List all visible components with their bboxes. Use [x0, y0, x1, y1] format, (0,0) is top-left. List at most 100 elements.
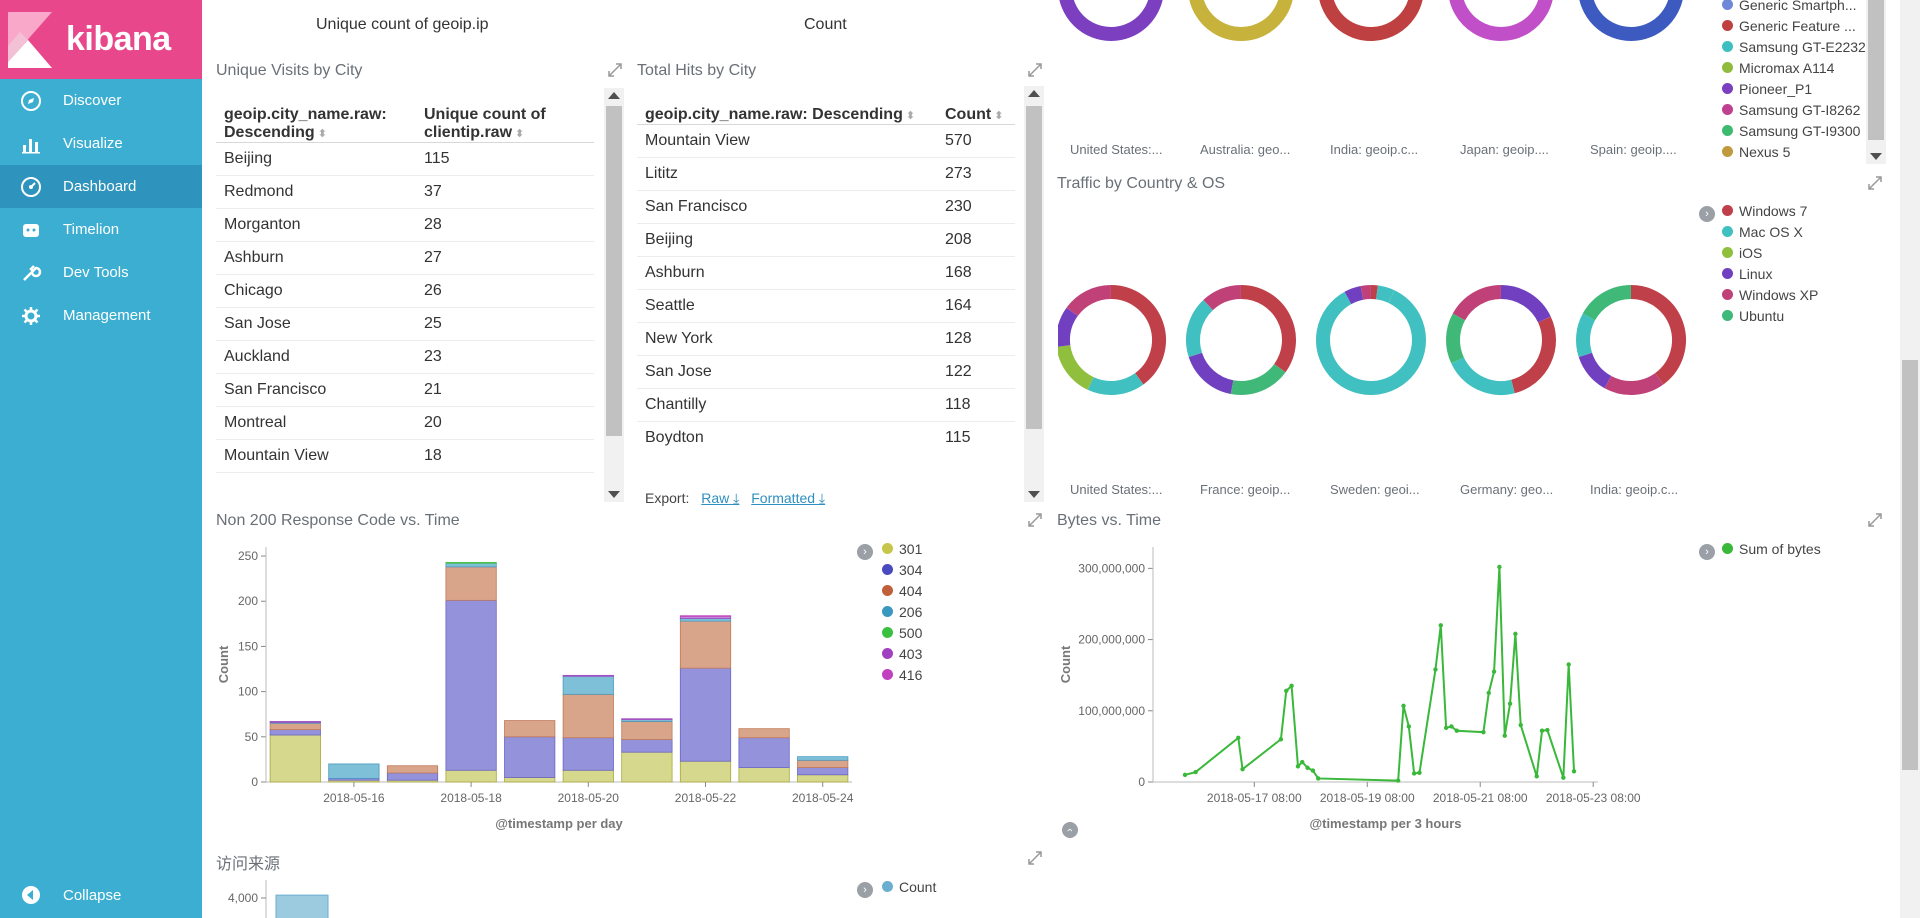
- bar-segment-206[interactable]: [328, 763, 380, 779]
- legend-toggle-icon[interactable]: ›: [857, 882, 873, 898]
- bar-segment-304[interactable]: [738, 737, 790, 768]
- data-point[interactable]: [1449, 724, 1454, 729]
- data-point[interactable]: [1571, 769, 1577, 774]
- bar-segment-404[interactable]: [562, 693, 614, 739]
- nav-item-timelion[interactable]: Timelion: [0, 208, 202, 251]
- legend-toggle-icon[interactable]: ›: [857, 544, 873, 560]
- bar-segment-404[interactable]: [445, 566, 497, 601]
- nav-item-discover[interactable]: Discover: [0, 79, 202, 122]
- donut-slice[interactable]: [1058, 344, 1094, 390]
- data-point[interactable]: [1545, 727, 1550, 733]
- legend-item[interactable]: Ubuntu: [1722, 305, 1818, 326]
- expand-icon[interactable]: [1027, 850, 1043, 866]
- data-point[interactable]: [1395, 778, 1401, 783]
- sort-icon[interactable]: ⬍: [994, 109, 1004, 122]
- bar-segment-404[interactable]: [621, 721, 673, 740]
- bar-segment-416[interactable]: [679, 615, 732, 617]
- legend-item[interactable]: Count: [882, 876, 936, 897]
- nav-item-dashboard[interactable]: Dashboard: [0, 165, 202, 208]
- scroll-down-icon[interactable]: [608, 491, 620, 498]
- data-point[interactable]: [1433, 667, 1438, 672]
- legend-item[interactable]: Samsung GT-I9300: [1722, 120, 1866, 141]
- bar-segment-403[interactable]: [621, 718, 673, 721]
- data-point[interactable]: [1401, 703, 1406, 709]
- top-legend-scrollbar[interactable]: [1866, 0, 1886, 164]
- bar-segment-301[interactable]: [445, 769, 497, 783]
- donut-slice[interactable]: [1189, 0, 1293, 41]
- donut-slice[interactable]: [1500, 285, 1551, 323]
- donut-slice[interactable]: [1087, 372, 1144, 395]
- bar-segment-206[interactable]: [445, 562, 497, 568]
- data-point[interactable]: [1182, 772, 1188, 778]
- legend-item[interactable]: Generic Smartph...: [1722, 0, 1866, 15]
- expand-icon[interactable]: [1027, 512, 1043, 528]
- bar-segment-304[interactable]: [562, 737, 614, 771]
- donut-slice[interactable]: [1203, 285, 1242, 311]
- bar-count[interactable]: [275, 894, 329, 918]
- data-point[interactable]: [1411, 771, 1417, 776]
- scroll-thumb[interactable]: [606, 106, 622, 436]
- donut-slice[interactable]: [1630, 285, 1686, 385]
- export-formatted-link[interactable]: Formatted ⤓: [751, 490, 826, 506]
- data-point[interactable]: [1316, 776, 1321, 781]
- bar-segment-403[interactable]: [269, 721, 321, 723]
- legend-item[interactable]: Generic Feature ...: [1722, 15, 1866, 36]
- data-point[interactable]: [1305, 765, 1310, 770]
- donut-slice[interactable]: [1188, 352, 1234, 395]
- column-header-count[interactable]: Count ⬍: [937, 94, 1015, 125]
- bar-segment-304[interactable]: [504, 736, 556, 778]
- bar-segment-206[interactable]: [679, 618, 732, 622]
- scroll-thumb[interactable]: [1868, 0, 1884, 140]
- nav-item-visualize[interactable]: Visualize: [0, 122, 202, 165]
- data-point[interactable]: [1561, 775, 1566, 780]
- legend-item[interactable]: Mac OS X: [1722, 221, 1818, 242]
- bar-segment-301[interactable]: [797, 774, 849, 783]
- donut-slice[interactable]: [1230, 363, 1286, 395]
- data-point[interactable]: [1236, 735, 1241, 741]
- sort-icon[interactable]: ⬍: [515, 127, 525, 140]
- series-line-sum-of-bytes[interactable]: [1184, 566, 1576, 782]
- legend-item[interactable]: Linux: [1722, 263, 1818, 284]
- data-point[interactable]: [1481, 729, 1486, 735]
- legend-item[interactable]: 403: [882, 643, 922, 664]
- sort-icon[interactable]: ⬍: [317, 127, 327, 140]
- legend-item[interactable]: 404: [882, 580, 922, 601]
- donut-slice[interactable]: [1576, 313, 1596, 357]
- data-point[interactable]: [1534, 774, 1539, 779]
- column-header-unique-count[interactable]: Unique count of clientip.raw ⬍: [416, 94, 594, 143]
- expand-icon[interactable]: [607, 62, 623, 78]
- bar-segment-304[interactable]: [386, 772, 439, 781]
- donut-slice[interactable]: [1604, 372, 1664, 395]
- scroll-down-icon[interactable]: [1028, 491, 1040, 498]
- scroll-down-icon[interactable]: [1870, 153, 1882, 160]
- data-point[interactable]: [1513, 631, 1518, 637]
- donut-slice[interactable]: [1360, 285, 1372, 300]
- donut-slice[interactable]: [1059, 0, 1163, 41]
- data-point[interactable]: [1454, 728, 1459, 733]
- legend-item[interactable]: 500: [882, 622, 922, 643]
- sort-icon[interactable]: ⬍: [905, 109, 916, 122]
- data-point[interactable]: [1486, 690, 1491, 696]
- legend-item[interactable]: Sum of bytes: [1722, 538, 1821, 559]
- legend-item[interactable]: Micromax A114: [1722, 57, 1866, 78]
- donut-slice[interactable]: [1110, 285, 1166, 385]
- donut-slice[interactable]: [1375, 285, 1395, 303]
- bar-segment-206[interactable]: [562, 675, 614, 695]
- data-point[interactable]: [1406, 724, 1412, 729]
- export-raw-link[interactable]: Raw ⤓: [701, 490, 740, 506]
- legend-toggle-icon[interactable]: ›: [1699, 544, 1715, 560]
- scroll-up-icon[interactable]: [1028, 90, 1040, 97]
- data-point[interactable]: [1417, 770, 1422, 775]
- donut-slice[interactable]: [1066, 285, 1112, 317]
- scroll-thumb[interactable]: [1902, 360, 1918, 770]
- donut-slice[interactable]: [1510, 316, 1556, 394]
- bar-segment-404[interactable]: [504, 720, 556, 738]
- collapse-button[interactable]: Collapse: [0, 872, 202, 918]
- expand-icon[interactable]: [1027, 62, 1043, 78]
- bar-segment-304[interactable]: [621, 739, 673, 753]
- donut-slice[interactable]: [1316, 290, 1426, 395]
- legend-item[interactable]: Samsung GT-E2232: [1722, 36, 1866, 57]
- data-point[interactable]: [1443, 725, 1449, 731]
- kibana-logo[interactable]: kibana: [0, 0, 202, 79]
- legend-item[interactable]: Nexus 5: [1722, 141, 1866, 162]
